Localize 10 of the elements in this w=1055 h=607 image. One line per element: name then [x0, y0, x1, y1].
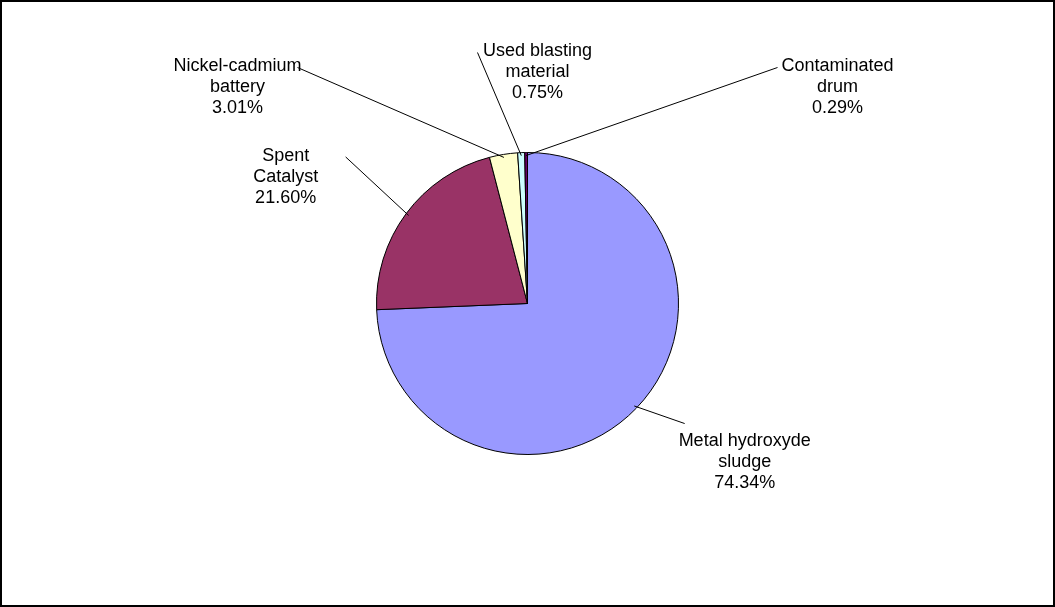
data-label: 0.75% — [511, 82, 564, 103]
data-label: 21.60% — [255, 186, 317, 207]
data-label: 74.34% — [714, 471, 776, 492]
data-label: 0.29% — [811, 97, 864, 118]
slice-label: Nickel-cadmium battery — [173, 55, 302, 97]
slice-label: Spent Catalyst — [253, 144, 319, 186]
slice-label: Used blasting material — [482, 40, 593, 82]
data-label: 3.01% — [211, 97, 264, 118]
slice-label: Metal hydroxyde sludge — [678, 429, 811, 471]
slice-label: Contaminated drum — [781, 55, 894, 97]
